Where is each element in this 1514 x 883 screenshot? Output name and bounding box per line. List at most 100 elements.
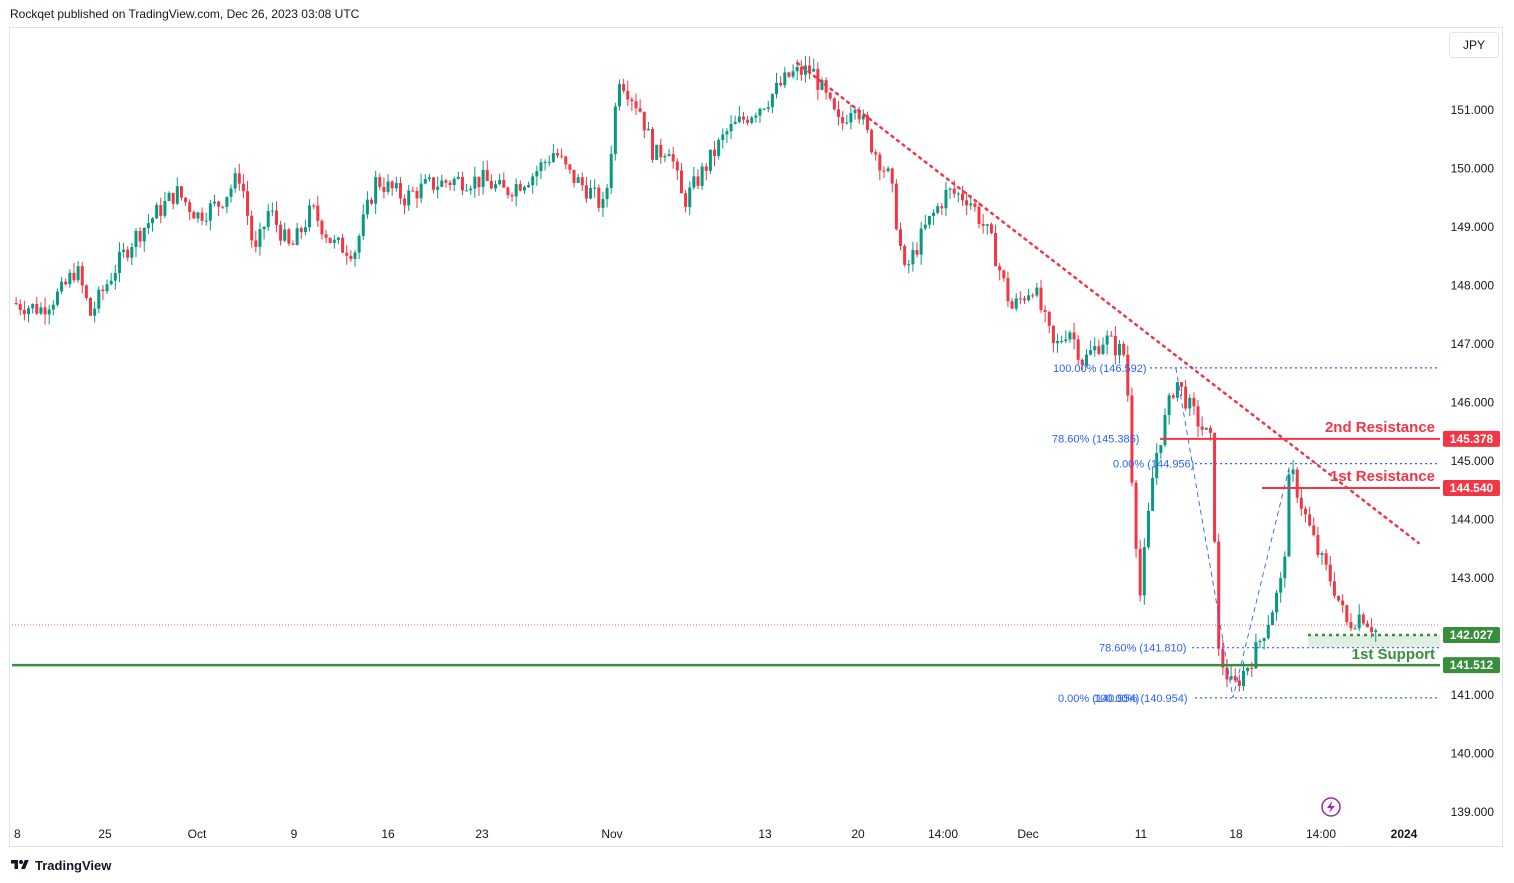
candle-body bbox=[1237, 680, 1241, 686]
fib-label: 0.00% (144.956) bbox=[1113, 459, 1194, 471]
candle-body bbox=[1014, 298, 1018, 309]
candle-body bbox=[1320, 553, 1324, 555]
candle-body bbox=[874, 152, 878, 155]
candle-body bbox=[386, 181, 390, 192]
currency-button[interactable]: JPY bbox=[1449, 32, 1499, 58]
candle-body bbox=[398, 183, 402, 199]
price-axis: 151.000 150.000 149.000 148.000 147.000 146.0… bbox=[1451, 103, 1495, 819]
candle-body bbox=[1341, 600, 1345, 606]
candle-body bbox=[159, 205, 163, 216]
candle-body bbox=[72, 272, 76, 281]
candle-body bbox=[878, 154, 882, 171]
candle-body bbox=[940, 206, 944, 209]
candle-body bbox=[1022, 298, 1026, 301]
x-tick-label: 14:00 bbox=[928, 827, 958, 841]
candle-body bbox=[27, 308, 31, 315]
price-tag-label: 142.027 bbox=[1450, 628, 1494, 642]
candle-body bbox=[39, 307, 43, 314]
candlestick-series bbox=[14, 55, 1378, 692]
candle-body bbox=[1200, 426, 1204, 430]
candle-body bbox=[31, 304, 35, 309]
candle-body bbox=[89, 297, 93, 316]
candle-body bbox=[729, 124, 733, 132]
candle-body bbox=[721, 134, 725, 141]
candle-body bbox=[97, 289, 101, 309]
candle-body bbox=[969, 203, 973, 206]
candle-body bbox=[1353, 628, 1357, 630]
candle-body bbox=[948, 188, 952, 190]
candle-body bbox=[1283, 556, 1287, 579]
candle-body bbox=[444, 180, 448, 183]
tradingview-brand[interactable]: TradingView bbox=[10, 856, 111, 874]
candle-body bbox=[175, 186, 179, 204]
candle-body bbox=[155, 205, 159, 219]
candle-body bbox=[1180, 382, 1184, 387]
candle-body bbox=[799, 67, 803, 75]
candle-body bbox=[208, 203, 212, 221]
candle-body bbox=[936, 206, 940, 213]
candle-body bbox=[820, 80, 824, 90]
candle-body bbox=[1262, 638, 1266, 641]
candle-body bbox=[1192, 397, 1196, 407]
y-tick-label: 150.000 bbox=[1451, 161, 1495, 175]
fib-label: 100.00% (140.954) bbox=[1094, 693, 1188, 705]
candle-body bbox=[68, 272, 72, 285]
candle-body bbox=[832, 98, 836, 110]
candle-body bbox=[279, 224, 283, 241]
candle-body bbox=[1204, 427, 1208, 430]
candle-body bbox=[1357, 614, 1361, 629]
candle-body bbox=[47, 309, 51, 315]
candle-body bbox=[1101, 344, 1105, 354]
candle-body bbox=[560, 155, 564, 157]
candle-body bbox=[93, 308, 97, 316]
candle-body bbox=[481, 170, 485, 187]
candle-body bbox=[1188, 397, 1192, 409]
candle-body bbox=[514, 184, 518, 197]
candle-body bbox=[923, 224, 927, 229]
candle-body bbox=[303, 227, 307, 232]
candle-body bbox=[1093, 346, 1097, 351]
candle-body bbox=[1084, 354, 1088, 366]
candle-body bbox=[919, 228, 923, 255]
y-tick-label: 144.000 bbox=[1451, 513, 1495, 527]
candle-body bbox=[448, 182, 452, 186]
candle-body bbox=[642, 111, 646, 131]
candle-body bbox=[1374, 630, 1378, 633]
candle-body bbox=[382, 186, 386, 192]
candle-body bbox=[1316, 535, 1320, 555]
candle-body bbox=[915, 250, 919, 255]
candle-body bbox=[130, 247, 134, 258]
candle-body bbox=[535, 171, 539, 177]
candle-body bbox=[316, 205, 320, 221]
chart-frame[interactable] bbox=[9, 27, 1503, 847]
x-tick-label: Nov bbox=[601, 827, 622, 841]
candle-body bbox=[1072, 332, 1076, 340]
candle-body bbox=[254, 240, 258, 247]
price-tag bbox=[1443, 479, 1500, 496]
candle-body bbox=[374, 177, 378, 204]
candle-body bbox=[64, 281, 68, 285]
candle-body bbox=[733, 121, 737, 125]
x-tick-label: 9 bbox=[291, 827, 298, 841]
candle-body bbox=[122, 249, 126, 252]
candle-body bbox=[1303, 508, 1307, 515]
candle-body bbox=[126, 249, 130, 258]
x-tick-label: 18 bbox=[1229, 827, 1243, 841]
candle-body bbox=[324, 234, 328, 238]
candle-body bbox=[506, 187, 510, 196]
time-axis: 8 25 Oct 9 16 23 Nov 13 20 14:00 Dec 11 18 14:00 2024 bbox=[14, 827, 1418, 841]
candle-body bbox=[659, 144, 663, 158]
candle-body bbox=[1151, 477, 1155, 511]
candle-body bbox=[605, 187, 609, 200]
candle-body bbox=[502, 179, 506, 188]
price-tag-label: 144.540 bbox=[1450, 481, 1494, 495]
fib-connector bbox=[1175, 367, 1291, 698]
candle-body bbox=[1105, 335, 1109, 345]
candle-body bbox=[1196, 406, 1200, 427]
candle-body bbox=[233, 173, 237, 189]
candle-body bbox=[795, 67, 799, 72]
lightning-icon-ring bbox=[1321, 797, 1341, 817]
candle-body bbox=[1064, 339, 1068, 342]
price-tag bbox=[1443, 627, 1500, 644]
